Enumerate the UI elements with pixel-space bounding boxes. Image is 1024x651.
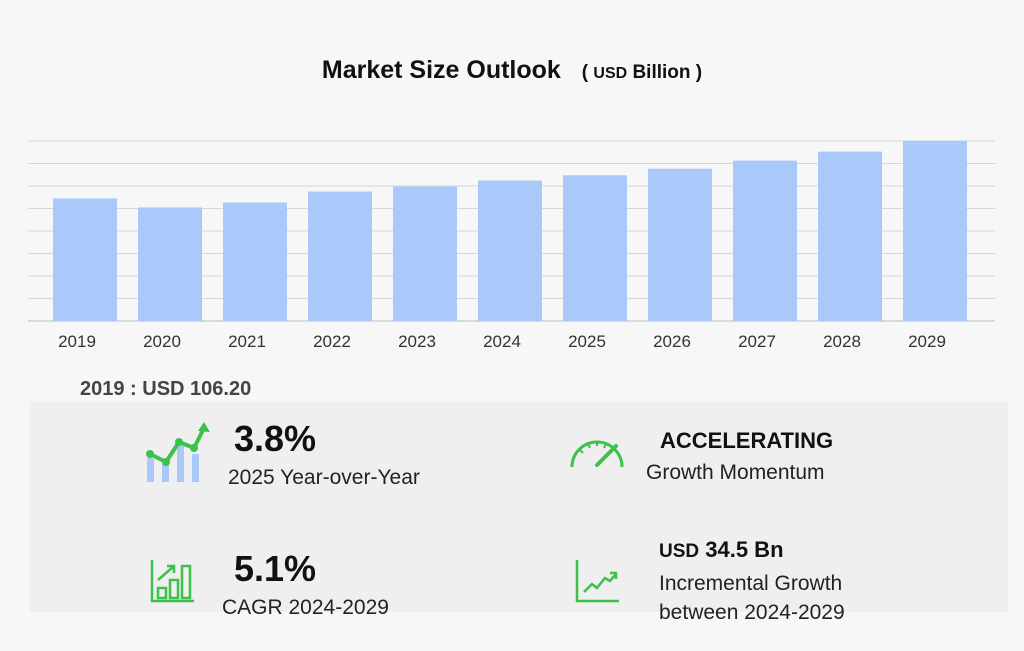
chart-title: Market Size Outlook ( USD Billion ) <box>0 56 1024 85</box>
title-unit: ( USD Billion ) <box>581 62 703 83</box>
yoy-value: 3.8% <box>234 418 317 459</box>
line-growth-icon <box>575 560 619 603</box>
bar-2023 <box>393 186 457 321</box>
momentum-label: Growth Momentum <box>646 461 825 484</box>
x-tick-label: 2019 <box>58 332 96 351</box>
yoy-label: 2025 Year-over-Year <box>228 466 420 489</box>
x-tick-label: 2025 <box>568 332 606 351</box>
x-tick-label: 2021 <box>228 332 266 351</box>
bar-2027 <box>733 160 797 321</box>
x-tick-label: 2022 <box>313 332 351 351</box>
bar-growth-icon <box>150 560 194 603</box>
cagr-value: 5.1% <box>234 548 317 589</box>
bar-2028 <box>818 151 882 321</box>
bar-2022 <box>308 191 372 321</box>
bar-2021 <box>223 202 287 321</box>
bar-2019 <box>53 198 117 321</box>
kpi-panel <box>30 402 1008 612</box>
x-tick-label: 2024 <box>483 332 521 351</box>
incremental-prefix: USD <box>659 541 700 562</box>
growth-chart-icon <box>146 422 210 482</box>
bar-2020 <box>138 207 202 321</box>
x-tick-label: 2028 <box>823 332 861 351</box>
bar-2026 <box>648 168 712 321</box>
incremental-value: USD 34.5 Bn <box>659 537 784 563</box>
cagr-label: CAGR 2024-2029 <box>222 596 389 619</box>
incremental-label-1: Incremental Growth <box>659 572 843 595</box>
unit-prefix: USD <box>593 65 628 82</box>
unit-text: Billion <box>632 62 691 83</box>
title-text: Market Size Outlook <box>321 56 561 84</box>
x-tick-label: 2020 <box>143 332 181 351</box>
x-tick-label: 2026 <box>653 332 691 351</box>
x-tick-label: 2029 <box>908 332 946 351</box>
bar-chart: 2019 2020 2021 2022 2023 2024 2025 2026 2027 2028… <box>28 140 995 351</box>
momentum-value: ACCELERATING <box>660 428 834 453</box>
incremental-label-2: between 2024-2029 <box>659 601 845 624</box>
bar-2024 <box>478 180 542 321</box>
x-tick-label: 2027 <box>738 332 776 351</box>
bar-2029 <box>903 140 967 321</box>
first-year-value: 2019 : USD 106.20 <box>80 378 252 400</box>
bar-2025 <box>563 175 627 321</box>
speedometer-icon <box>570 440 624 468</box>
incremental-amount: 34.5 Bn <box>705 537 784 562</box>
x-tick-label: 2023 <box>398 332 436 351</box>
